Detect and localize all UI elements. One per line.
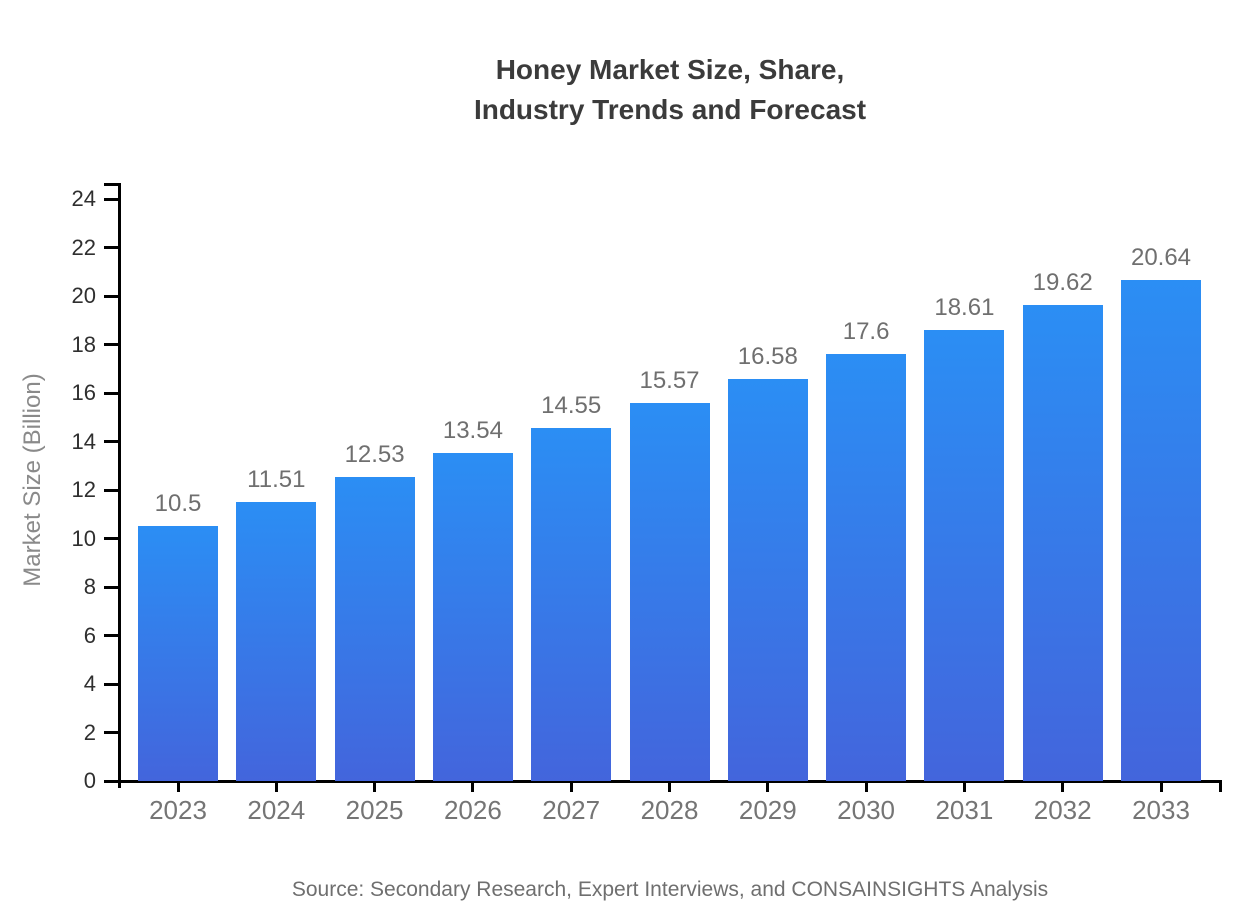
y-tick-mark [104, 634, 118, 637]
x-tick-mark [962, 783, 966, 792]
bar [138, 526, 218, 781]
x-tick-label: 2025 [345, 795, 404, 825]
x-tick-label: 2032 [1033, 795, 1092, 825]
x-tick-mark [471, 783, 475, 792]
x-axis-line [108, 780, 1222, 783]
x-tick-mark [864, 783, 868, 792]
x-tick-label: 2033 [1132, 795, 1190, 825]
bar [727, 378, 808, 781]
y-tick-label: 8 [83, 574, 96, 599]
x-tick-mark [569, 783, 573, 792]
y-tick-mark [104, 731, 118, 734]
y-tick-label: 24 [71, 186, 96, 211]
y-tick-mark [104, 779, 118, 783]
y-tick-label: 0 [83, 768, 96, 793]
bar [1022, 305, 1103, 781]
y-tick-mark [104, 246, 118, 249]
y-tick-label: 14 [71, 428, 96, 454]
plot-area: 0 2 4 6 8 10 12 14 16 18 20 22 24 10.5 2023 11.51 2024 12… [72, 183, 1222, 825]
bar-value-label: 10.5 [154, 490, 202, 518]
bar [236, 501, 317, 781]
y-tick-label: 4 [83, 671, 96, 696]
x-tick-mark [373, 783, 377, 792]
y-tick-label: 2 [83, 719, 96, 745]
y-tick-label: 16 [71, 380, 96, 405]
bar-value-label: 14.55 [541, 392, 602, 420]
y-tick-label: 6 [83, 622, 96, 648]
y-tick-mark [104, 343, 118, 346]
bar-value-label: 19.62 [1032, 269, 1093, 297]
y-tick-mark [104, 682, 118, 686]
x-tick-label: 2029 [738, 795, 797, 825]
bar-value-label: 11.51 [247, 465, 306, 493]
bar [826, 354, 907, 781]
y-tick-mark [104, 488, 118, 492]
bar-value-label: 13.54 [442, 416, 503, 444]
bar-value-label: 15.57 [639, 367, 700, 395]
bar-value-label: 18.61 [934, 293, 995, 321]
x-tick-mark [176, 783, 180, 792]
x-axis-end-cap [1219, 780, 1222, 792]
x-tick-label: 2030 [837, 795, 896, 825]
x-tick-label: 2031 [935, 795, 994, 825]
y-tick-label: 18 [71, 331, 96, 357]
y-tick-mark [104, 391, 118, 395]
y-tick-mark [104, 440, 118, 443]
x-tick-label: 2026 [443, 795, 502, 825]
bar [1121, 280, 1201, 781]
bar [334, 477, 415, 781]
x-tick-mark [1061, 783, 1065, 792]
x-tick-mark [274, 783, 278, 792]
bar-value-label: 16.58 [737, 342, 798, 370]
source-note: Source: Secondary Research, Expert Inter… [291, 878, 1049, 901]
y-tick-mark [104, 197, 118, 201]
y-tick-mark [104, 585, 118, 589]
bar-value-label: 17.6 [842, 318, 890, 346]
y-tick-label: 10 [71, 525, 96, 551]
y-tick-label: 12 [71, 477, 96, 502]
x-tick-label: 2024 [247, 795, 306, 825]
y-axis-end-cap [104, 183, 118, 186]
y-tick-mark [104, 294, 118, 298]
bar [432, 452, 513, 781]
bar [924, 329, 1005, 781]
y-tick-mark [104, 537, 118, 540]
bar [531, 428, 612, 781]
y-tick-label: 22 [71, 234, 96, 260]
bar-value-label: 20.64 [1130, 244, 1192, 272]
x-tick-mark [766, 783, 770, 792]
x-tick-label: 2028 [640, 795, 699, 825]
x-tick-label: 2023 [149, 795, 207, 825]
bar [629, 403, 710, 781]
x-tick-mark [1159, 783, 1163, 792]
y-tick-label: 20 [71, 283, 96, 308]
x-tick-mark [668, 783, 671, 792]
y-axis-title: Market Size (Billion) [19, 373, 46, 587]
y-axis-line [118, 183, 121, 788]
chart-title: Honey Market Size, Share, Industry Trend… [473, 54, 867, 125]
bar-value-label: 12.53 [344, 441, 405, 469]
x-tick-label: 2027 [542, 795, 601, 825]
